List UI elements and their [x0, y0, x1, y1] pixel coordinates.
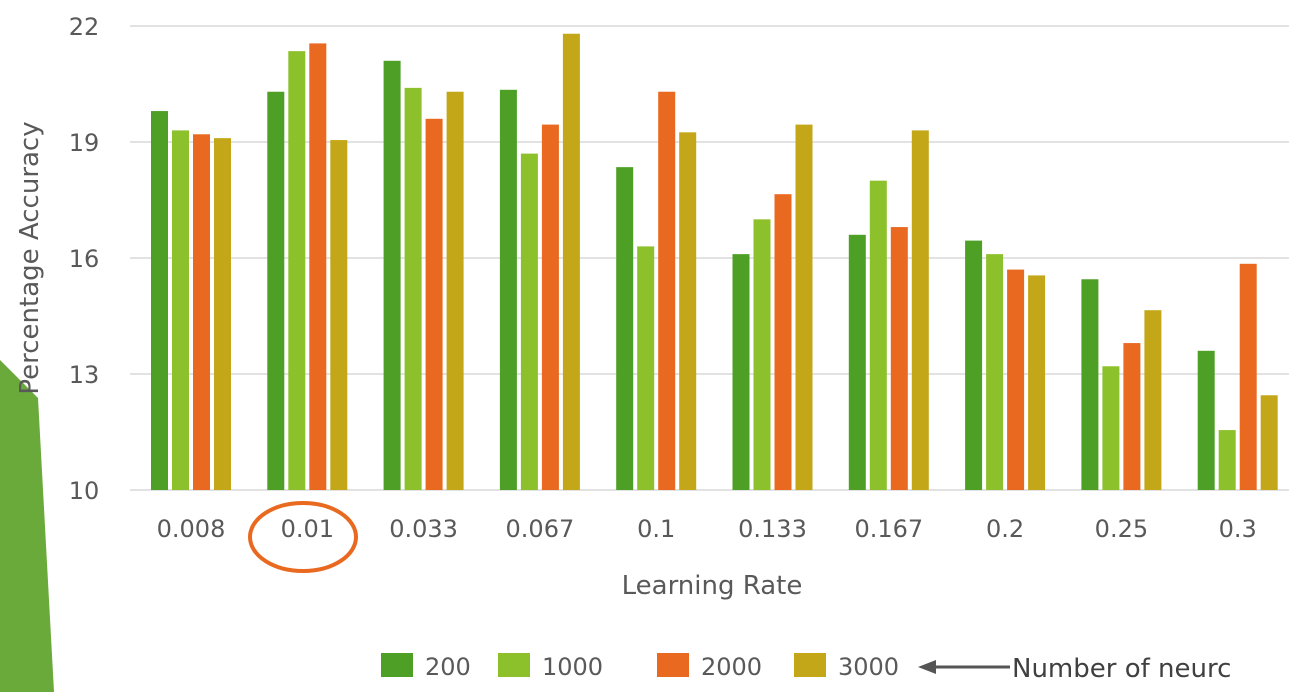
bar: [446, 91, 464, 490]
bar: [965, 240, 983, 490]
x-axis-title: Learning Rate: [622, 571, 803, 601]
legend-label: 1000: [542, 653, 603, 681]
annotation-text: Number of neurc: [1012, 654, 1231, 684]
bar: [330, 140, 348, 491]
y-tick-label: 13: [69, 361, 100, 389]
bar: [1028, 275, 1046, 490]
bar: [986, 254, 1004, 490]
x-tick-label: 0.1: [637, 515, 675, 543]
bar: [679, 132, 697, 491]
y-tick-label: 19: [69, 129, 100, 157]
bar: [214, 138, 231, 490]
bar: [425, 118, 443, 491]
bar: [848, 234, 866, 490]
legend-swatch: [657, 653, 689, 677]
bar: [288, 51, 306, 491]
bar: [1239, 263, 1257, 490]
y-tick-label: 10: [69, 477, 100, 505]
bar: [1102, 366, 1120, 490]
bar: [1144, 310, 1162, 490]
legend-swatch: [381, 653, 413, 677]
y-tick-labels: 10 13 16 19 22: [69, 13, 100, 505]
y-tick-label: 22: [69, 13, 100, 41]
x-tick-label: 0.01: [281, 515, 334, 543]
bar: [753, 219, 771, 491]
bar: [309, 43, 327, 491]
bar: [520, 153, 538, 490]
bar: [151, 111, 168, 491]
legend-label: 2000: [701, 653, 762, 681]
x-tick-label: 0.067: [506, 515, 575, 543]
legend: 200 1000 2000 3000: [381, 653, 899, 681]
y-axis-title: Percentage Accuracy: [15, 121, 45, 394]
bar: [911, 130, 929, 490]
annotation-arrowhead: [918, 660, 936, 674]
bar: [1218, 430, 1236, 490]
bar: [869, 180, 887, 490]
bar: [193, 134, 210, 490]
bar: [267, 91, 285, 490]
x-tick-label: 0.3: [1219, 515, 1257, 543]
x-tick-label: 0.25: [1095, 515, 1148, 543]
bar: [616, 167, 634, 490]
bar: [1007, 269, 1025, 490]
bar: [890, 227, 908, 491]
highlight-circle: [248, 501, 358, 573]
bar: [1197, 350, 1215, 490]
y-tick-label: 16: [69, 245, 100, 273]
bar: [499, 89, 517, 491]
bar: [383, 60, 401, 491]
bar: [541, 124, 559, 490]
legend-swatch: [794, 653, 826, 677]
bar: [404, 87, 422, 490]
bar: [1081, 279, 1099, 490]
x-tick-labels: 0.008 0.01 0.033 0.067 0.1 0.133 0.167 0.2 0.25 0…: [157, 515, 1257, 543]
bar: [1260, 395, 1278, 490]
bar: [658, 91, 676, 490]
bar: [637, 246, 655, 490]
bar: [774, 194, 792, 490]
legend-label: 3000: [838, 653, 899, 681]
bar: [795, 124, 813, 490]
bar: [172, 130, 189, 490]
slide-accent-shape: [0, 360, 54, 692]
legend-swatch: [498, 653, 530, 677]
x-tick-label: 0.167: [854, 515, 923, 543]
bars: [151, 33, 1278, 491]
x-tick-label: 0.008: [157, 515, 226, 543]
legend-label: 200: [425, 653, 471, 681]
x-tick-label: 0.033: [389, 515, 458, 543]
x-tick-label: 0.2: [986, 515, 1024, 543]
bar: [1123, 343, 1141, 490]
bar: [732, 254, 750, 490]
bar: [562, 33, 580, 490]
x-tick-label: 0.133: [738, 515, 807, 543]
